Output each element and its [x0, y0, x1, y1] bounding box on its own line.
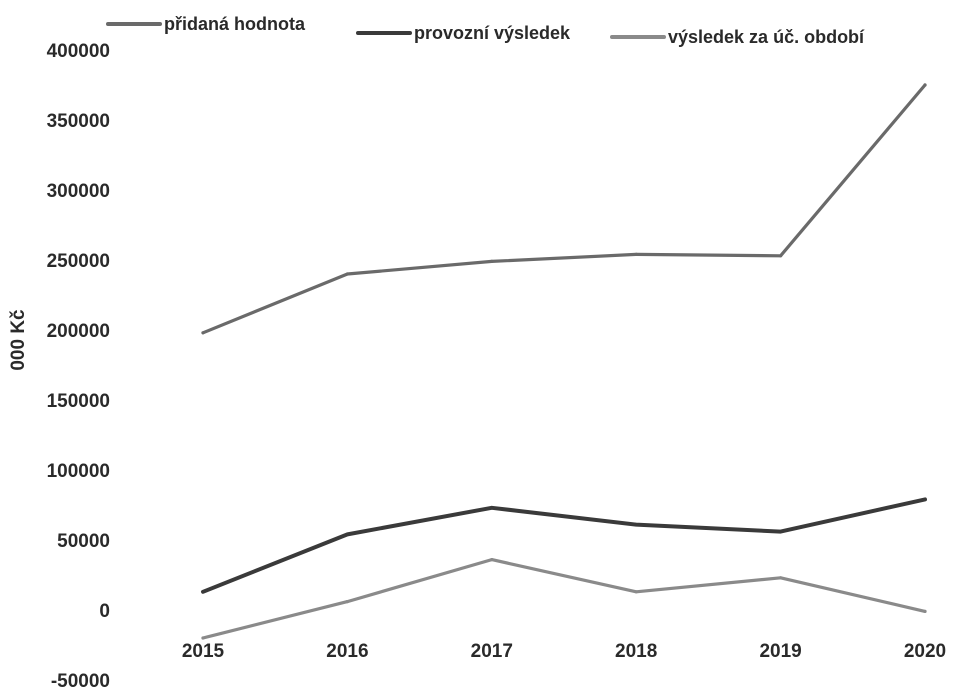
y-tick-label: 200000 — [47, 321, 110, 342]
data-point — [490, 558, 494, 562]
data-point — [634, 252, 638, 256]
data-point — [923, 497, 927, 501]
series-line — [201, 83, 927, 335]
data-point — [779, 530, 783, 534]
data-point — [201, 636, 205, 640]
data-point — [345, 272, 349, 276]
y-tick-label: 0 — [99, 601, 110, 622]
data-point — [634, 590, 638, 594]
x-tick-label: 2020 — [904, 641, 946, 662]
legend-label: provozní výsledek — [414, 23, 571, 43]
y-tick-label: 100000 — [47, 461, 110, 482]
y-axis-label: 000 Kč — [8, 309, 29, 371]
data-point — [345, 532, 349, 537]
data-point — [201, 590, 205, 594]
x-tick-label: 2019 — [759, 641, 801, 662]
data-point — [490, 259, 494, 263]
data-point — [923, 609, 927, 614]
y-axis-ticks: 400000 350000 300000 250000 200000 150000 1000… — [47, 41, 110, 692]
series-line — [201, 557, 927, 640]
x-tick-label: 2016 — [326, 641, 368, 662]
y-tick-label: 50000 — [57, 531, 110, 552]
x-tick-label: 2017 — [471, 641, 513, 662]
y-tick-label: 250000 — [47, 251, 110, 272]
data-point — [634, 523, 638, 527]
data-point — [779, 254, 783, 258]
x-tick-label: 2015 — [182, 641, 225, 662]
y-tick-label: -50000 — [51, 671, 110, 692]
series-lines — [201, 83, 927, 640]
x-axis-ticks: 2015 2016 2017 2018 2019 2020 — [182, 641, 946, 662]
y-tick-label: 150000 — [47, 391, 110, 412]
x-tick-label: 2018 — [615, 641, 657, 662]
data-point — [923, 83, 927, 87]
series-line — [201, 497, 927, 594]
legend: přidaná hodnota provozní výsledek výsledek… — [106, 14, 865, 47]
data-point — [201, 331, 205, 335]
data-point — [779, 576, 783, 580]
data-point — [345, 600, 349, 604]
legend-label: přidaná hodnota — [164, 14, 306, 34]
y-tick-label: 300000 — [47, 181, 110, 202]
y-tick-label: 350000 — [47, 111, 110, 132]
data-point — [490, 506, 494, 510]
y-tick-label: 400000 — [47, 41, 110, 62]
legend-label: výsledek za úč. období — [668, 27, 865, 47]
